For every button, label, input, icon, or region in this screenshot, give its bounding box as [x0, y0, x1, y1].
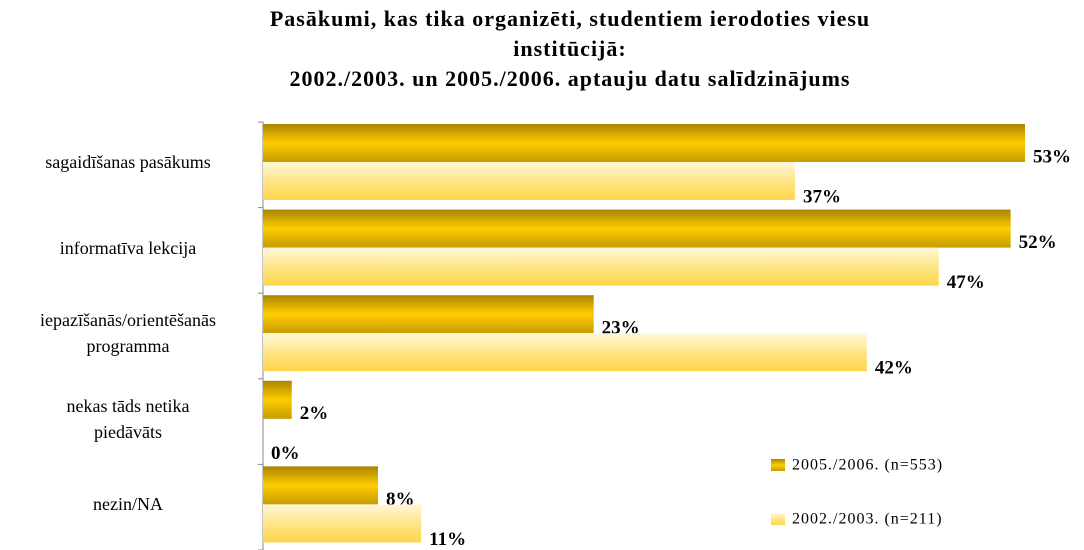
value-label: 42%	[875, 358, 913, 379]
chart-title: Pasākumi, kas tika organizēti, studentie…	[269, 6, 871, 91]
legend-swatch	[771, 513, 785, 525]
value-label: 37%	[803, 186, 841, 207]
bar	[263, 247, 939, 286]
bar	[263, 209, 1011, 248]
category-label: nekas tāds netika piedāvāts	[66, 395, 190, 442]
bar	[263, 380, 292, 419]
value-label: 47%	[947, 272, 985, 293]
value-label: 52%	[1019, 232, 1057, 253]
bar	[263, 504, 422, 543]
value-label: 0%	[271, 443, 300, 464]
legend-label: 2005./2006. (n=553)	[792, 457, 943, 474]
legend-label: 2002./2003. (n=211)	[792, 511, 943, 528]
bar	[263, 124, 1025, 162]
value-label: 11%	[429, 529, 466, 550]
bar	[263, 162, 795, 200]
bar	[263, 295, 594, 334]
category-label: informatīva lekcija	[59, 237, 197, 258]
category-label: iepazīšanās/orientēšanās programma	[40, 310, 216, 357]
value-label: 53%	[1033, 146, 1071, 167]
category-label: sagaidīšanas pasākums	[45, 152, 211, 172]
legend-swatch	[771, 459, 785, 471]
category-label: nezin/NA	[93, 494, 163, 515]
bar	[263, 333, 867, 372]
value-label: 2%	[300, 403, 329, 424]
bar	[263, 466, 379, 505]
